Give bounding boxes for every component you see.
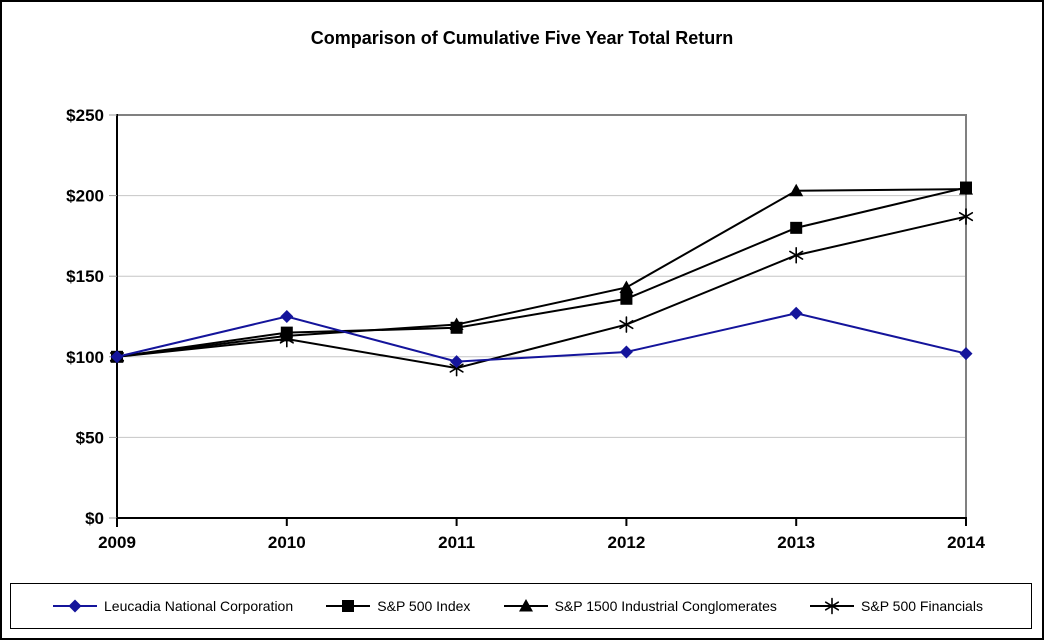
square-marker-icon [342, 600, 355, 612]
series-s-p-1500-industrial-conglomerates [110, 182, 973, 363]
asterisk-marker-icon [789, 246, 804, 264]
series-line [116, 215, 967, 370]
diamond-marker-icon [68, 599, 82, 613]
asterisk-marker-icon [824, 597, 840, 615]
x-tick-label: 2013 [777, 533, 815, 552]
legend-label: Leucadia National Corporation [104, 598, 294, 614]
legend-item: S&P 1500 Industrial Conglomerates [503, 597, 777, 615]
square-marker-icon [450, 321, 463, 334]
legend-label: S&P 1500 Industrial Conglomerates [554, 598, 777, 614]
series-s-p-500-financials [109, 208, 974, 377]
y-tick-label: $200 [66, 187, 104, 206]
series-line [116, 312, 967, 363]
legend-item: S&P 500 Index [325, 597, 470, 615]
x-tick-label: 2011 [438, 533, 475, 552]
legend-item: Leucadia National Corporation [52, 597, 293, 615]
x-tick-label: 2010 [268, 533, 306, 552]
square-marker-icon [790, 221, 803, 234]
series-leucadia-national-corporation [110, 306, 973, 369]
plot-area: $0 $50 $100 $150 $200 $250 2009 2010 2011 2012 201… [66, 106, 985, 552]
series-s-p-500-index [111, 181, 972, 363]
legend-item: S&P 500 Financials [809, 597, 983, 615]
square-marker-icon [280, 326, 293, 339]
square-marker-icon [960, 181, 972, 194]
y-tick-label: $0 [85, 509, 104, 528]
diamond-legend-marker-icon [53, 599, 97, 613]
legend-label: S&P 500 Financials [861, 598, 983, 614]
diamond-marker-icon [110, 350, 124, 364]
x-tick-label: 2012 [607, 533, 645, 552]
triangle-marker-icon [789, 183, 804, 197]
series-line [116, 186, 967, 358]
diamond-marker-icon [789, 306, 803, 320]
y-tick-label: $250 [66, 106, 104, 125]
square-legend-marker-icon [326, 600, 371, 612]
y-tick-label: $50 [76, 428, 104, 447]
square-marker-icon [620, 292, 633, 305]
diamond-marker-icon [959, 347, 973, 361]
chart-title: Comparison of Cumulative Five Year Total… [310, 28, 734, 48]
asterisk-marker-icon [958, 208, 974, 225]
diamond-marker-icon [280, 310, 294, 323]
asterisk-legend-marker-icon [810, 597, 855, 615]
diamond-marker-icon [619, 345, 633, 359]
triangle-marker-icon [518, 599, 533, 612]
y-tick-label: $150 [66, 267, 104, 286]
triangle-legend-marker-icon [503, 599, 548, 612]
legend-label: S&P 500 Index [377, 598, 471, 614]
series-line [116, 188, 967, 358]
x-tick-label: 2014 [947, 533, 985, 552]
asterisk-marker-icon [619, 316, 634, 333]
triangle-marker-icon [619, 280, 634, 293]
x-tick-label: 2009 [98, 533, 136, 552]
y-tick-label: $100 [66, 348, 104, 367]
legend: Leucadia National Corporation S&P 500 Ind… [10, 583, 1032, 629]
diamond-marker-icon [450, 355, 464, 369]
